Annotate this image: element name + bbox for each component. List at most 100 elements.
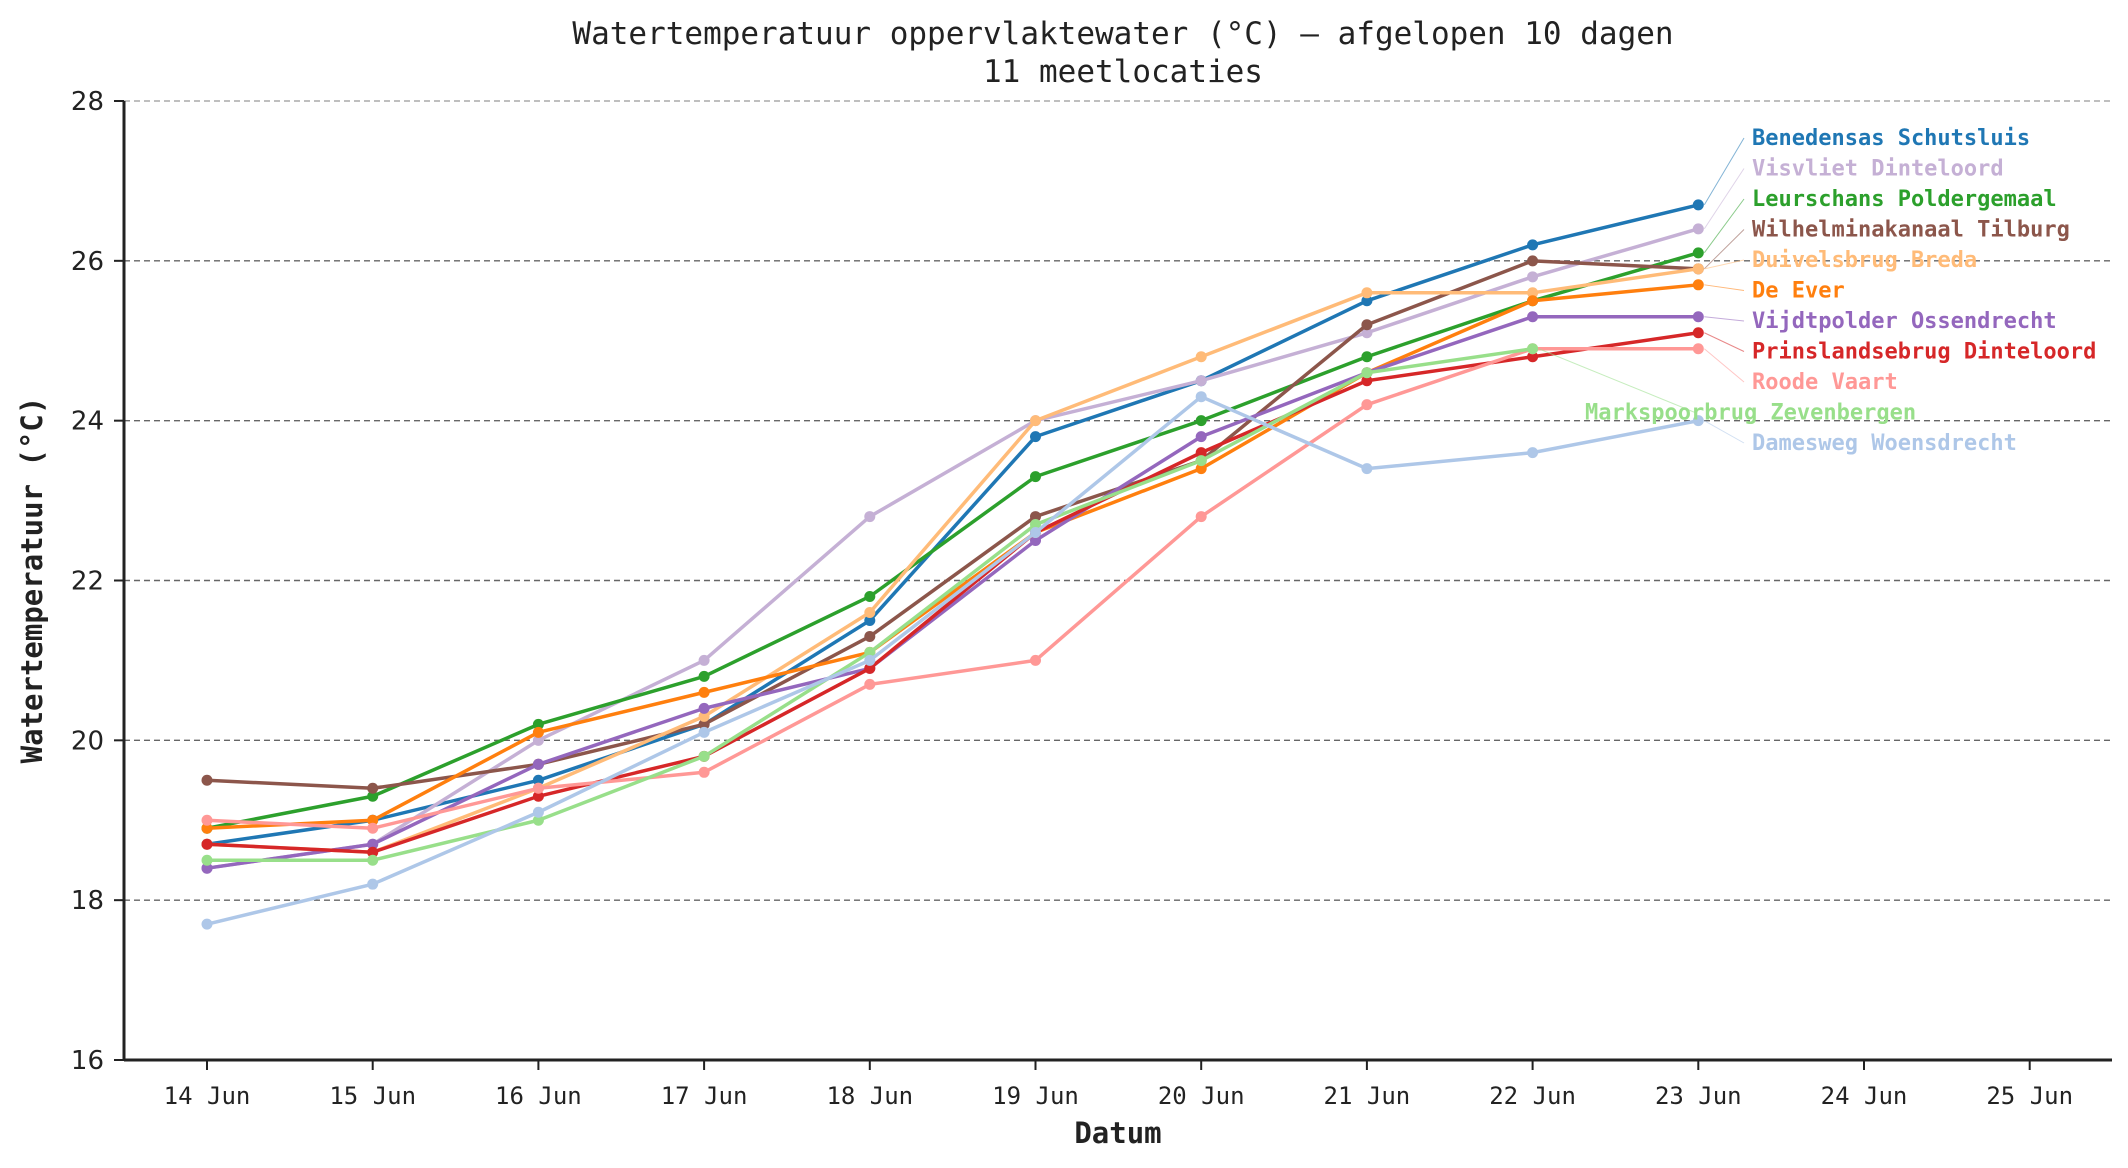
series-path [206, 346, 1699, 830]
data-point [532, 782, 544, 794]
x-tick-label: 23 Jun [1655, 1082, 1742, 1110]
data-point [367, 846, 379, 858]
data-point [864, 654, 876, 666]
data-point [201, 774, 213, 786]
chart-title: Watertemperatuur oppervlaktewater (°C) —… [572, 16, 1673, 52]
y-axis-label: Watertemperatuur (°C) [15, 397, 49, 764]
x-ticks: 14 Jun 15 Jun 16 Jun 17 Jun 18 Jun 19 Jun 20 J… [164, 1060, 2073, 1110]
gridlines [124, 100, 2112, 901]
series-path [206, 331, 1699, 854]
data-point [698, 710, 710, 722]
series-path [206, 203, 1699, 846]
data-point [1195, 351, 1207, 363]
data-point [532, 790, 544, 802]
x-tick-label: 15 Jun [329, 1082, 416, 1110]
label-leader-line [1704, 332, 1745, 352]
label-leader-line [1704, 259, 1745, 270]
data-point [1030, 527, 1041, 539]
data-point [1527, 311, 1539, 323]
y-tick-label: 22 [71, 567, 104, 597]
data-point [1527, 271, 1539, 283]
label-leader-line [1703, 168, 1745, 230]
series-line [201, 311, 1704, 874]
data-point [698, 726, 710, 738]
y-tick-label: 16 [71, 1046, 104, 1076]
y-ticks: 16 18 20 22 24 26 28 [71, 87, 124, 1076]
data-point [1195, 431, 1207, 443]
series-label: Markspoorbrug Zevenbergen [1585, 401, 1916, 426]
data-point [1692, 279, 1704, 291]
data-point [1030, 511, 1041, 523]
data-point [1361, 295, 1373, 307]
data-point [1030, 415, 1041, 427]
data-point [1030, 654, 1041, 666]
data-point [698, 718, 710, 730]
data-point [698, 686, 710, 698]
series-label: Leurschans Poldergemaal [1752, 187, 2057, 212]
data-point [532, 774, 544, 786]
label-leader-line [1538, 348, 1696, 413]
x-tick-label: 21 Jun [1324, 1082, 1411, 1110]
data-point [201, 822, 213, 834]
label-leader-line [1704, 284, 1745, 291]
data-point [1361, 375, 1373, 387]
data-point [201, 854, 213, 866]
data-point [1195, 511, 1207, 523]
data-point [1195, 415, 1207, 427]
series-line [201, 247, 1704, 834]
data-point [1692, 247, 1704, 259]
data-point [864, 590, 876, 602]
series-label: Duivelsbrug Breda [1752, 248, 1977, 273]
data-point [864, 630, 876, 642]
series-path [206, 315, 1699, 870]
series-label: De Ever [1752, 279, 1845, 304]
y-tick-label: 18 [71, 886, 104, 916]
data-point [1361, 351, 1373, 363]
data-point [698, 702, 710, 714]
series-labels: Benedensas Schutsluis Visvliet Dinteloord… [1538, 126, 2096, 456]
data-point [367, 822, 379, 834]
data-point [1030, 519, 1041, 531]
data-point [1692, 343, 1704, 355]
label-leader-line [1704, 316, 1745, 322]
data-point [1195, 463, 1207, 475]
x-tick-label: 22 Jun [1489, 1082, 1576, 1110]
x-tick-label: 17 Jun [661, 1082, 748, 1110]
data-point [367, 854, 379, 866]
series-label: Prinslandsebrug Dinteloord [1752, 340, 2096, 365]
x-tick-label: 19 Jun [992, 1082, 1079, 1110]
data-point [698, 750, 710, 762]
data-point [1361, 463, 1373, 475]
data-point [1527, 447, 1539, 459]
data-point [532, 726, 544, 738]
series-path [206, 227, 1699, 870]
data-point [1527, 239, 1539, 251]
y-tick-label: 20 [71, 726, 104, 756]
label-leader-line [1704, 420, 1745, 444]
data-point [1527, 295, 1539, 307]
data-point [367, 878, 379, 890]
data-point [1527, 351, 1539, 363]
series-path [206, 394, 1699, 926]
data-point [864, 646, 876, 658]
data-point [698, 670, 710, 682]
data-point [201, 862, 213, 874]
chart-subtitle: 11 meetlocaties [983, 54, 1263, 90]
data-point [201, 838, 213, 850]
x-tick-label: 24 Jun [1821, 1082, 1908, 1110]
data-point [864, 678, 876, 690]
data-point [532, 806, 544, 818]
data-point [864, 511, 876, 523]
series-line [201, 391, 1704, 930]
series-label: Roode Vaart [1752, 370, 1898, 395]
label-leader-line [1703, 348, 1745, 383]
data-point [367, 782, 379, 794]
series-label: Vijdtpolder Ossendrecht [1752, 309, 2057, 334]
data-point [1195, 375, 1207, 387]
series-line [201, 343, 1704, 834]
data-point [1195, 447, 1207, 459]
series-line [201, 279, 1704, 834]
data-point [201, 918, 213, 930]
series-path [206, 259, 1699, 791]
data-point [1030, 431, 1041, 443]
